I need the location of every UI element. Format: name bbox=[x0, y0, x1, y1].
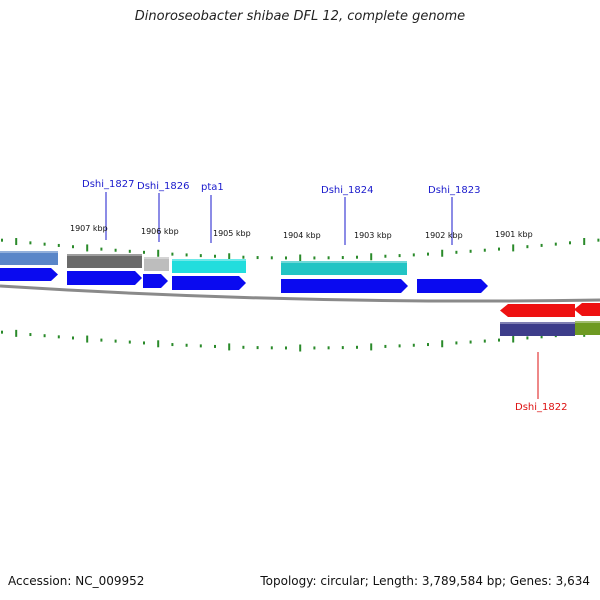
ruler-label-1903kbp: 1903 kbp bbox=[354, 231, 392, 240]
cds-arrow-pta1 bbox=[172, 276, 246, 290]
feature-block-steel bbox=[0, 251, 58, 265]
label-leader-lines bbox=[105, 192, 539, 399]
ruler-label-1907kbp: 1907 kbp bbox=[70, 224, 108, 233]
genome-backbone bbox=[0, 284, 600, 303]
gene-label-dshi-1823[interactable]: Dshi_1823 bbox=[428, 185, 480, 196]
cds-arrow-dshi-1827 bbox=[67, 271, 142, 285]
feature-block-dshi-1822-highlight bbox=[500, 322, 575, 324]
cds-arrow-dshi-1822 bbox=[500, 304, 575, 317]
ruler-label-1906kbp: 1906 kbp bbox=[141, 227, 179, 236]
cds-arrow-dshi-1824 bbox=[281, 279, 408, 293]
cds-arrow-dshi-1826 bbox=[143, 274, 168, 288]
gene-label-pta1[interactable]: pta1 bbox=[201, 182, 224, 193]
accession-text: Accession: NC_009952 bbox=[8, 574, 145, 588]
cds-arrow bbox=[0, 268, 58, 281]
cds-arrow-reverse bbox=[574, 303, 600, 316]
ruler-label-1902kbp: 1902 kbp bbox=[425, 231, 463, 240]
feature-block-dshi-1827-highlight bbox=[67, 254, 142, 256]
genome-summary-text: Topology: circular; Length: 3,789,584 bp… bbox=[260, 574, 590, 588]
feature-block-dshi-1826-highlight bbox=[144, 257, 169, 259]
feature-block-pta1 bbox=[172, 259, 246, 273]
ruler-label-1901kbp: 1901 kbp bbox=[495, 230, 533, 239]
cds-arrow-dshi-1823 bbox=[417, 279, 488, 293]
feature-track bbox=[0, 251, 600, 336]
feature-block-dshi-1824 bbox=[281, 261, 407, 275]
gene-label-dshi-1824[interactable]: Dshi_1824 bbox=[321, 185, 373, 196]
ruler-label-1905kbp: 1905 kbp bbox=[213, 229, 251, 238]
feature-block-dshi-1822 bbox=[500, 322, 575, 336]
feature-block-dshi-1826 bbox=[144, 257, 169, 271]
feature-block-dshi-1824-highlight bbox=[281, 261, 407, 263]
gene-label-dshi-1827[interactable]: Dshi_1827 bbox=[82, 179, 134, 190]
ruler-label-1904kbp: 1904 kbp bbox=[283, 231, 321, 240]
upper-tick-ring bbox=[1, 237, 600, 262]
feature-block-olive bbox=[575, 321, 600, 335]
feature-block-dshi-1827 bbox=[67, 254, 142, 268]
feature-block-steel-highlight bbox=[0, 251, 58, 253]
gene-label-dshi-1822[interactable]: Dshi_1822 bbox=[515, 402, 567, 413]
genome-title: Dinoroseobacter shibae DFL 12, complete … bbox=[134, 9, 466, 24]
feature-block-pta1-highlight bbox=[172, 259, 246, 261]
gene-label-dshi-1826[interactable]: Dshi_1826 bbox=[137, 181, 189, 192]
feature-block-olive-highlight bbox=[575, 321, 600, 323]
